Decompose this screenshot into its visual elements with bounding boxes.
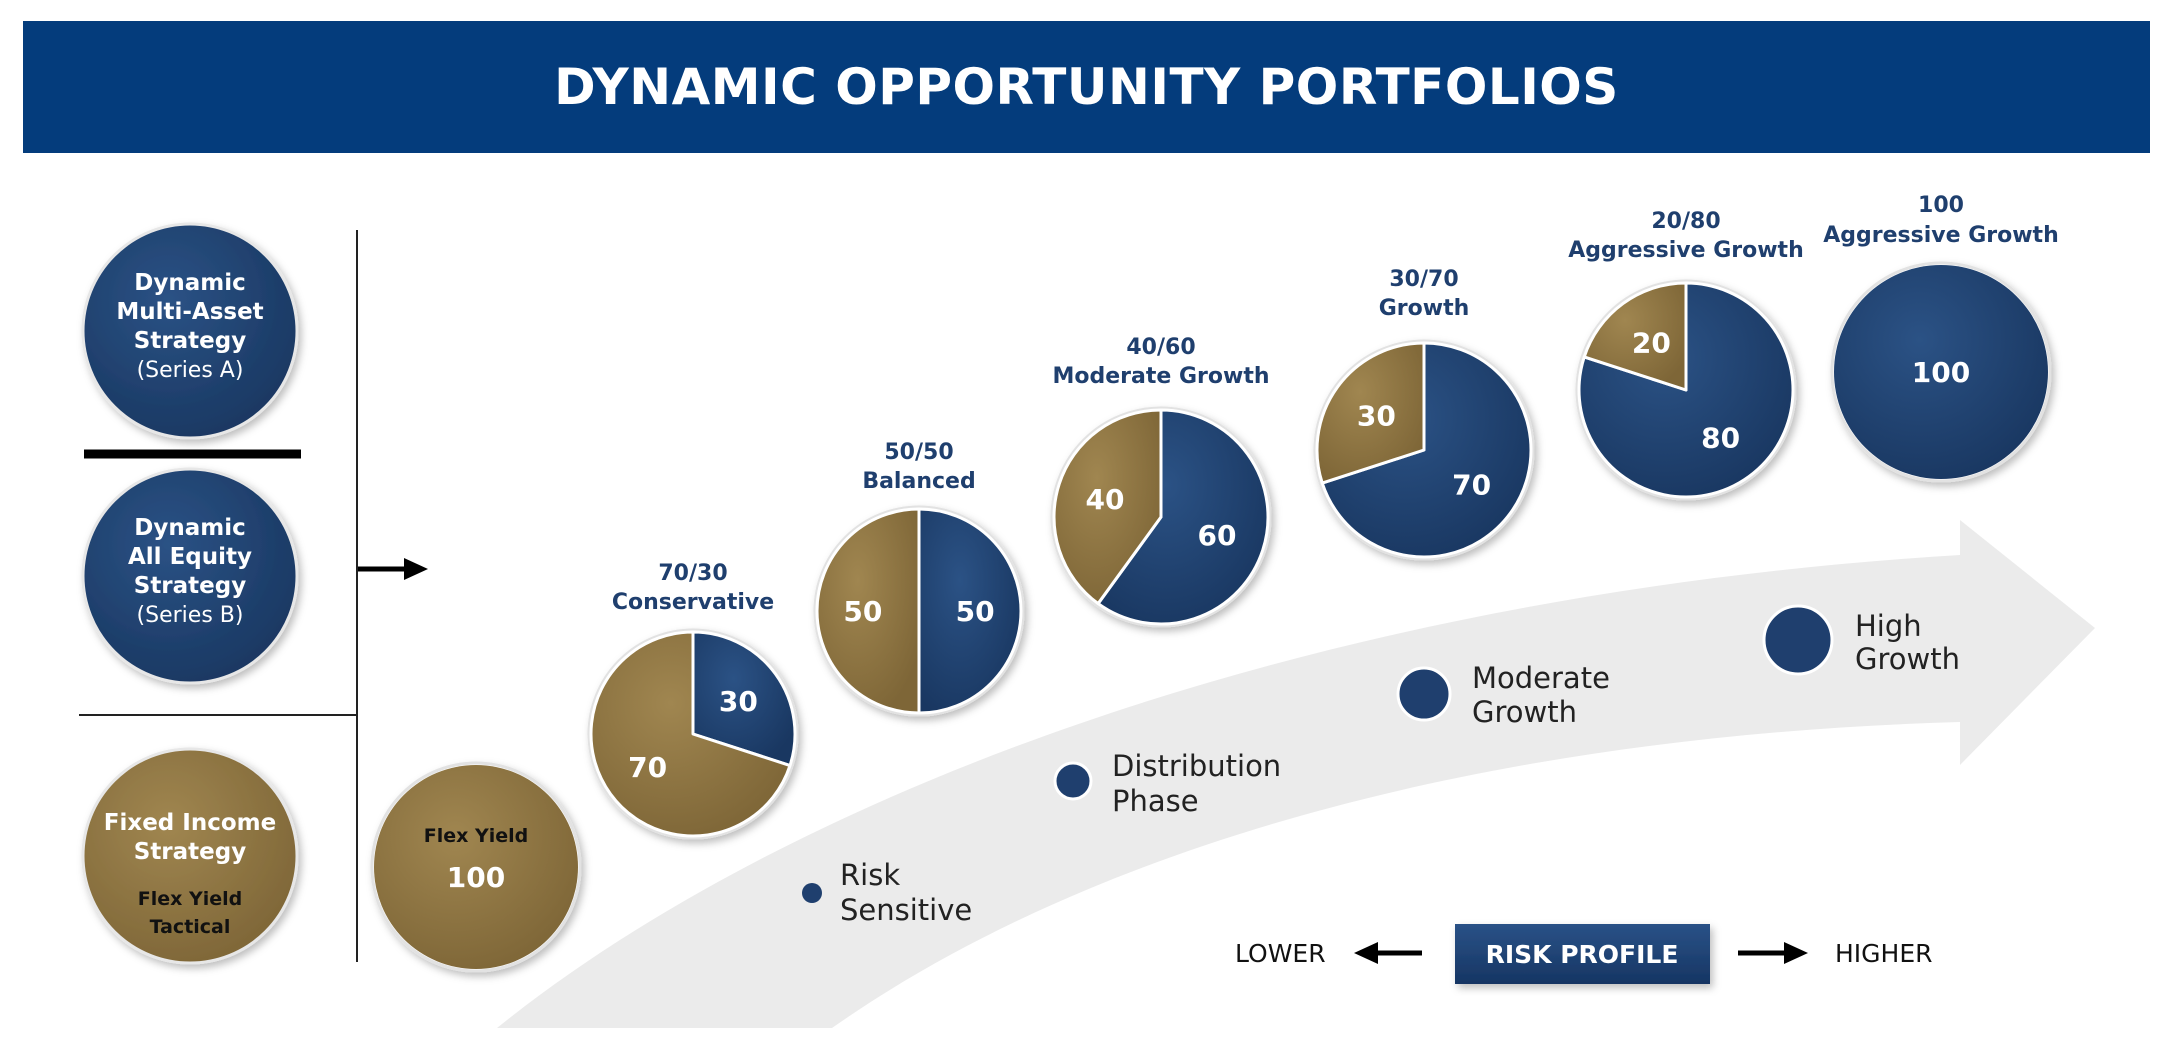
pie-value-label: 20 xyxy=(1632,326,1671,359)
left-arrow-icon xyxy=(1354,942,1422,964)
pie-5: 80 20 20/80 Aggressive Growth xyxy=(1568,209,1804,501)
pie-4: 70 30 30/70 Growth xyxy=(1313,267,1535,561)
pie-0: Flex Yield 100 xyxy=(370,761,582,973)
strategy-sub-line: Tactical xyxy=(150,916,231,938)
phase-label-line: High xyxy=(1855,609,1922,643)
pie-slice-gold xyxy=(815,507,921,715)
phase-moderate-growth: Moderate Growth xyxy=(1396,661,1610,729)
page-title: DYNAMIC OPPORTUNITY PORTFOLIOS xyxy=(554,58,1619,116)
pie-title-line: Moderate Growth xyxy=(1053,364,1270,389)
pointer-arrow-icon xyxy=(358,558,428,580)
pie-slice-gold xyxy=(1315,341,1426,485)
pie-3: 60 40 40/60 Moderate Growth xyxy=(1050,335,1272,628)
pie-value-label: 30 xyxy=(719,685,758,718)
phase-label-line: Growth xyxy=(1855,642,1960,676)
pie-value-label: 50 xyxy=(843,595,882,628)
phase-label-line: Moderate xyxy=(1472,661,1610,695)
pie-1: 30 70 70/30 Conservative xyxy=(587,561,799,840)
pie-slice-gold xyxy=(1052,408,1163,606)
right-arrow-icon xyxy=(1738,942,1808,964)
title-banner: DYNAMIC OPPORTUNITY PORTFOLIOS xyxy=(23,21,2150,153)
phase-high-growth: High Growth xyxy=(1762,604,1960,676)
strategy-title-line: All Equity xyxy=(128,544,252,570)
phase-dot xyxy=(1053,761,1093,801)
pie-inner-label: Flex Yield xyxy=(424,825,529,847)
risk-profile-label: RISK PROFILE xyxy=(1486,940,1679,969)
risk-higher-label: HIGHER xyxy=(1835,939,1933,968)
strategy-title-line: Strategy xyxy=(134,839,246,865)
pie-title-line: Growth xyxy=(1379,296,1470,321)
pie-value-label: 70 xyxy=(1452,469,1491,502)
phase-label-line: Distribution xyxy=(1112,749,1281,783)
strategy-fixed-income: Fixed Income Strategy Flex Yield Tactica… xyxy=(81,747,299,965)
pie-title-line: 50/50 xyxy=(884,440,953,465)
risk-progress-arrow xyxy=(497,520,2095,1028)
pie-value-label: 30 xyxy=(1357,399,1396,432)
pie-6: 100 100 Aggressive Growth xyxy=(1823,193,2059,483)
pie-title-line: 40/60 xyxy=(1126,335,1195,360)
phase-distribution: Distribution Phase xyxy=(1053,749,1281,818)
pie-slice-navy xyxy=(1320,341,1533,559)
pie-title-line: 70/30 xyxy=(658,561,727,586)
strategy-series-label: (Series A) xyxy=(137,358,244,383)
phase-label-line: Growth xyxy=(1472,695,1577,729)
pie-2: 50 50 50/50 Balanced xyxy=(813,440,1025,717)
pie-slice-gold xyxy=(374,765,578,969)
strategy-title-line: Multi-Asset xyxy=(116,299,263,325)
pie-title-line: 20/80 xyxy=(1651,209,1720,234)
strategy-title-line: Fixed Income xyxy=(104,810,276,836)
pie-slice-navy xyxy=(917,507,1023,715)
strategy-series-label: (Series B) xyxy=(137,603,244,628)
pie-slice-navy xyxy=(1096,408,1270,626)
pie-slice-navy xyxy=(1834,265,2048,479)
pie-slice-gold xyxy=(1582,281,1688,392)
phase-risk-sensitive: Risk Sensitive xyxy=(802,858,972,927)
pie-value-label: 70 xyxy=(628,751,667,784)
pie-slice-navy xyxy=(1577,281,1795,499)
risk-lower-label: LOWER xyxy=(1235,939,1326,968)
phase-dot xyxy=(1396,666,1452,722)
pie-slice-navy xyxy=(691,630,797,768)
phase-label-line: Risk xyxy=(840,858,900,892)
pie-title-line: Conservative xyxy=(612,590,774,615)
strategy-sub-line: Flex Yield xyxy=(138,888,243,910)
strategy-title-line: Dynamic xyxy=(134,270,245,296)
pie-value-label: 100 xyxy=(1912,356,1970,389)
strategy-title-line: Dynamic xyxy=(134,515,245,541)
strategy-title-line: Strategy xyxy=(134,573,246,599)
phase-dot xyxy=(802,883,822,903)
pie-value-label: 60 xyxy=(1197,519,1236,552)
strategy-series-b: Dynamic All Equity Strategy (Series B) xyxy=(81,467,299,685)
pie-title-line: Aggressive Growth xyxy=(1568,238,1803,263)
strategy-series-a: Dynamic Multi-Asset Strategy (Series A) xyxy=(81,222,299,440)
pie-value-label: 80 xyxy=(1701,422,1740,455)
pie-title-line: 30/70 xyxy=(1389,267,1458,292)
pie-title-line: Aggressive Growth xyxy=(1823,223,2058,248)
pie-title-line: Balanced xyxy=(862,469,975,494)
pie-title-line: 100 xyxy=(1918,193,1964,218)
phase-label-line: Sensitive xyxy=(840,893,972,927)
pie-value-label: 50 xyxy=(956,595,995,628)
strategy-title-line: Strategy xyxy=(134,328,246,354)
pie-slice-gold xyxy=(589,630,792,838)
phase-label-line: Phase xyxy=(1112,784,1199,818)
phase-dot xyxy=(1762,604,1834,676)
pie-value-label: 100 xyxy=(447,861,505,894)
risk-profile-badge: RISK PROFILE xyxy=(1455,924,1710,984)
pie-value-label: 40 xyxy=(1086,483,1125,516)
